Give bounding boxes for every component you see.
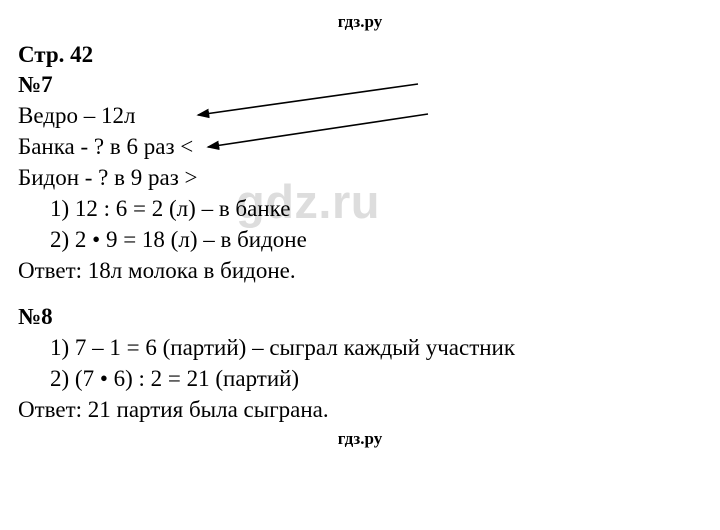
- problem-7-given-2: Банка - ? в 6 раз <: [18, 131, 702, 162]
- site-footer: гдз.ру: [18, 429, 702, 449]
- problem-8-answer: Ответ: 21 партия была сыграна.: [18, 394, 702, 425]
- page-label: Стр. 42: [18, 42, 702, 68]
- problem-8-step-1: 1) 7 – 1 = 6 (партий) – сыграл каждый уч…: [18, 332, 702, 363]
- problem-7-number: №7: [18, 72, 702, 98]
- problem-7-step-2: 2) 2 • 9 = 18 (л) – в бидоне: [18, 224, 702, 255]
- problem-7-step-1: 1) 12 : 6 = 2 (л) – в банке: [18, 193, 702, 224]
- problem-7-answer: Ответ: 18л молока в бидоне.: [18, 255, 702, 286]
- problem-7-given-3: Бидон - ? в 9 раз >: [18, 162, 702, 193]
- problem-8-number: №8: [18, 304, 702, 330]
- problem-7-given-1: Ведро – 12л: [18, 100, 702, 131]
- site-header: гдз.ру: [18, 12, 702, 32]
- problem-8-step-2: 2) (7 • 6) : 2 = 21 (партий): [18, 363, 702, 394]
